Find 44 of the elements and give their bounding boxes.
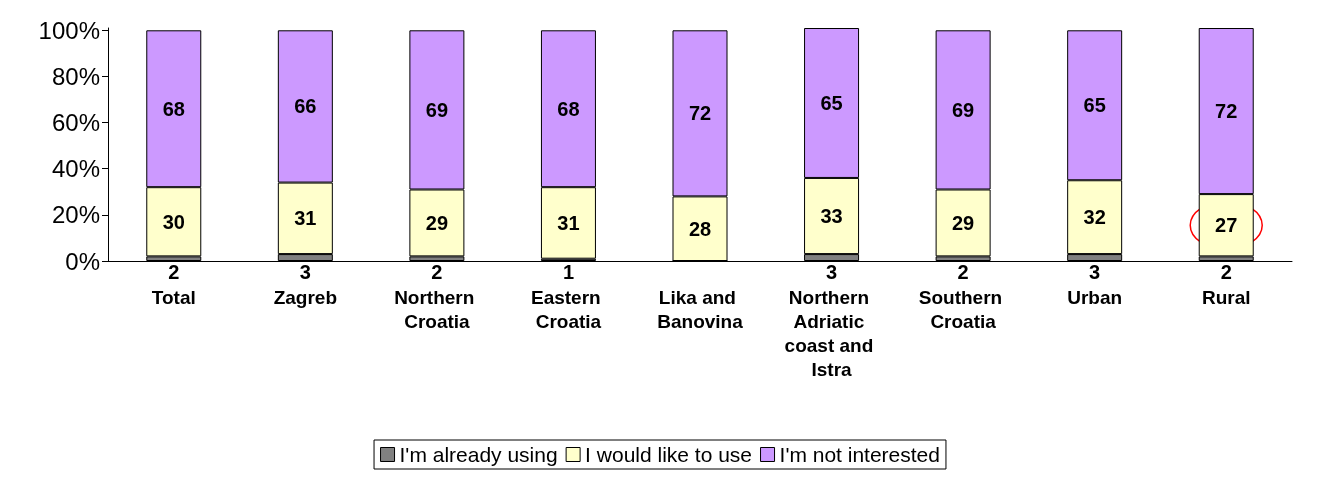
data-label: 29	[425, 211, 449, 234]
legend-label: I'm already using	[399, 443, 558, 466]
data-label: 65	[1083, 94, 1106, 117]
data-label: 72	[688, 102, 712, 125]
data-label: 2	[168, 261, 180, 283]
data-label: 1	[562, 261, 575, 283]
data-label: 69	[425, 98, 449, 121]
y-tick-label: 40%	[51, 155, 100, 183]
data-label: 66	[294, 95, 317, 118]
x-tick-label: Total	[151, 286, 196, 308]
data-label: 65	[820, 91, 843, 114]
x-tick-label: Rural	[1201, 286, 1251, 308]
data-label: 3	[825, 261, 838, 283]
x-tick-label: Southern Croatia	[918, 286, 1008, 332]
data-label: 31	[557, 211, 580, 234]
data-label: 31	[294, 207, 317, 230]
data-label: 3	[1089, 261, 1101, 283]
data-label: 68	[162, 97, 185, 120]
data-label: 2	[1220, 261, 1232, 283]
data-label: 68	[557, 97, 580, 120]
x-tick-label: Urban	[1067, 286, 1123, 308]
data-label: 69	[951, 98, 975, 121]
x-tick-label: Zagreb	[273, 286, 338, 308]
y-tick-label: 0%	[65, 247, 100, 275]
data-label: 28	[688, 217, 712, 240]
y-tick-label: 60%	[51, 109, 100, 137]
y-tick-label: 80%	[51, 62, 100, 90]
y-tick-label: 20%	[51, 201, 100, 229]
x-tick-label: Lika and Banovina	[657, 286, 744, 332]
data-label: 29	[951, 211, 975, 234]
data-label: 27	[1215, 214, 1238, 237]
data-label: 32	[1083, 206, 1106, 229]
x-tick-label: Northern Croatia	[394, 286, 480, 332]
x-tick-label: Eastern Croatia	[530, 286, 606, 332]
data-label: 72	[1215, 100, 1238, 123]
legend-label: I would like to use	[585, 443, 753, 466]
x-tick-label: Northern Adriatic coast and Istra	[784, 286, 879, 380]
legend-label: I'm not interested	[779, 443, 940, 466]
data-label: 2	[957, 261, 969, 283]
data-label: 33	[820, 205, 843, 228]
data-label: 2	[431, 261, 443, 283]
data-label: 3	[299, 261, 311, 283]
y-tick-label: 100%	[38, 16, 100, 44]
data-label: 30	[162, 210, 185, 233]
